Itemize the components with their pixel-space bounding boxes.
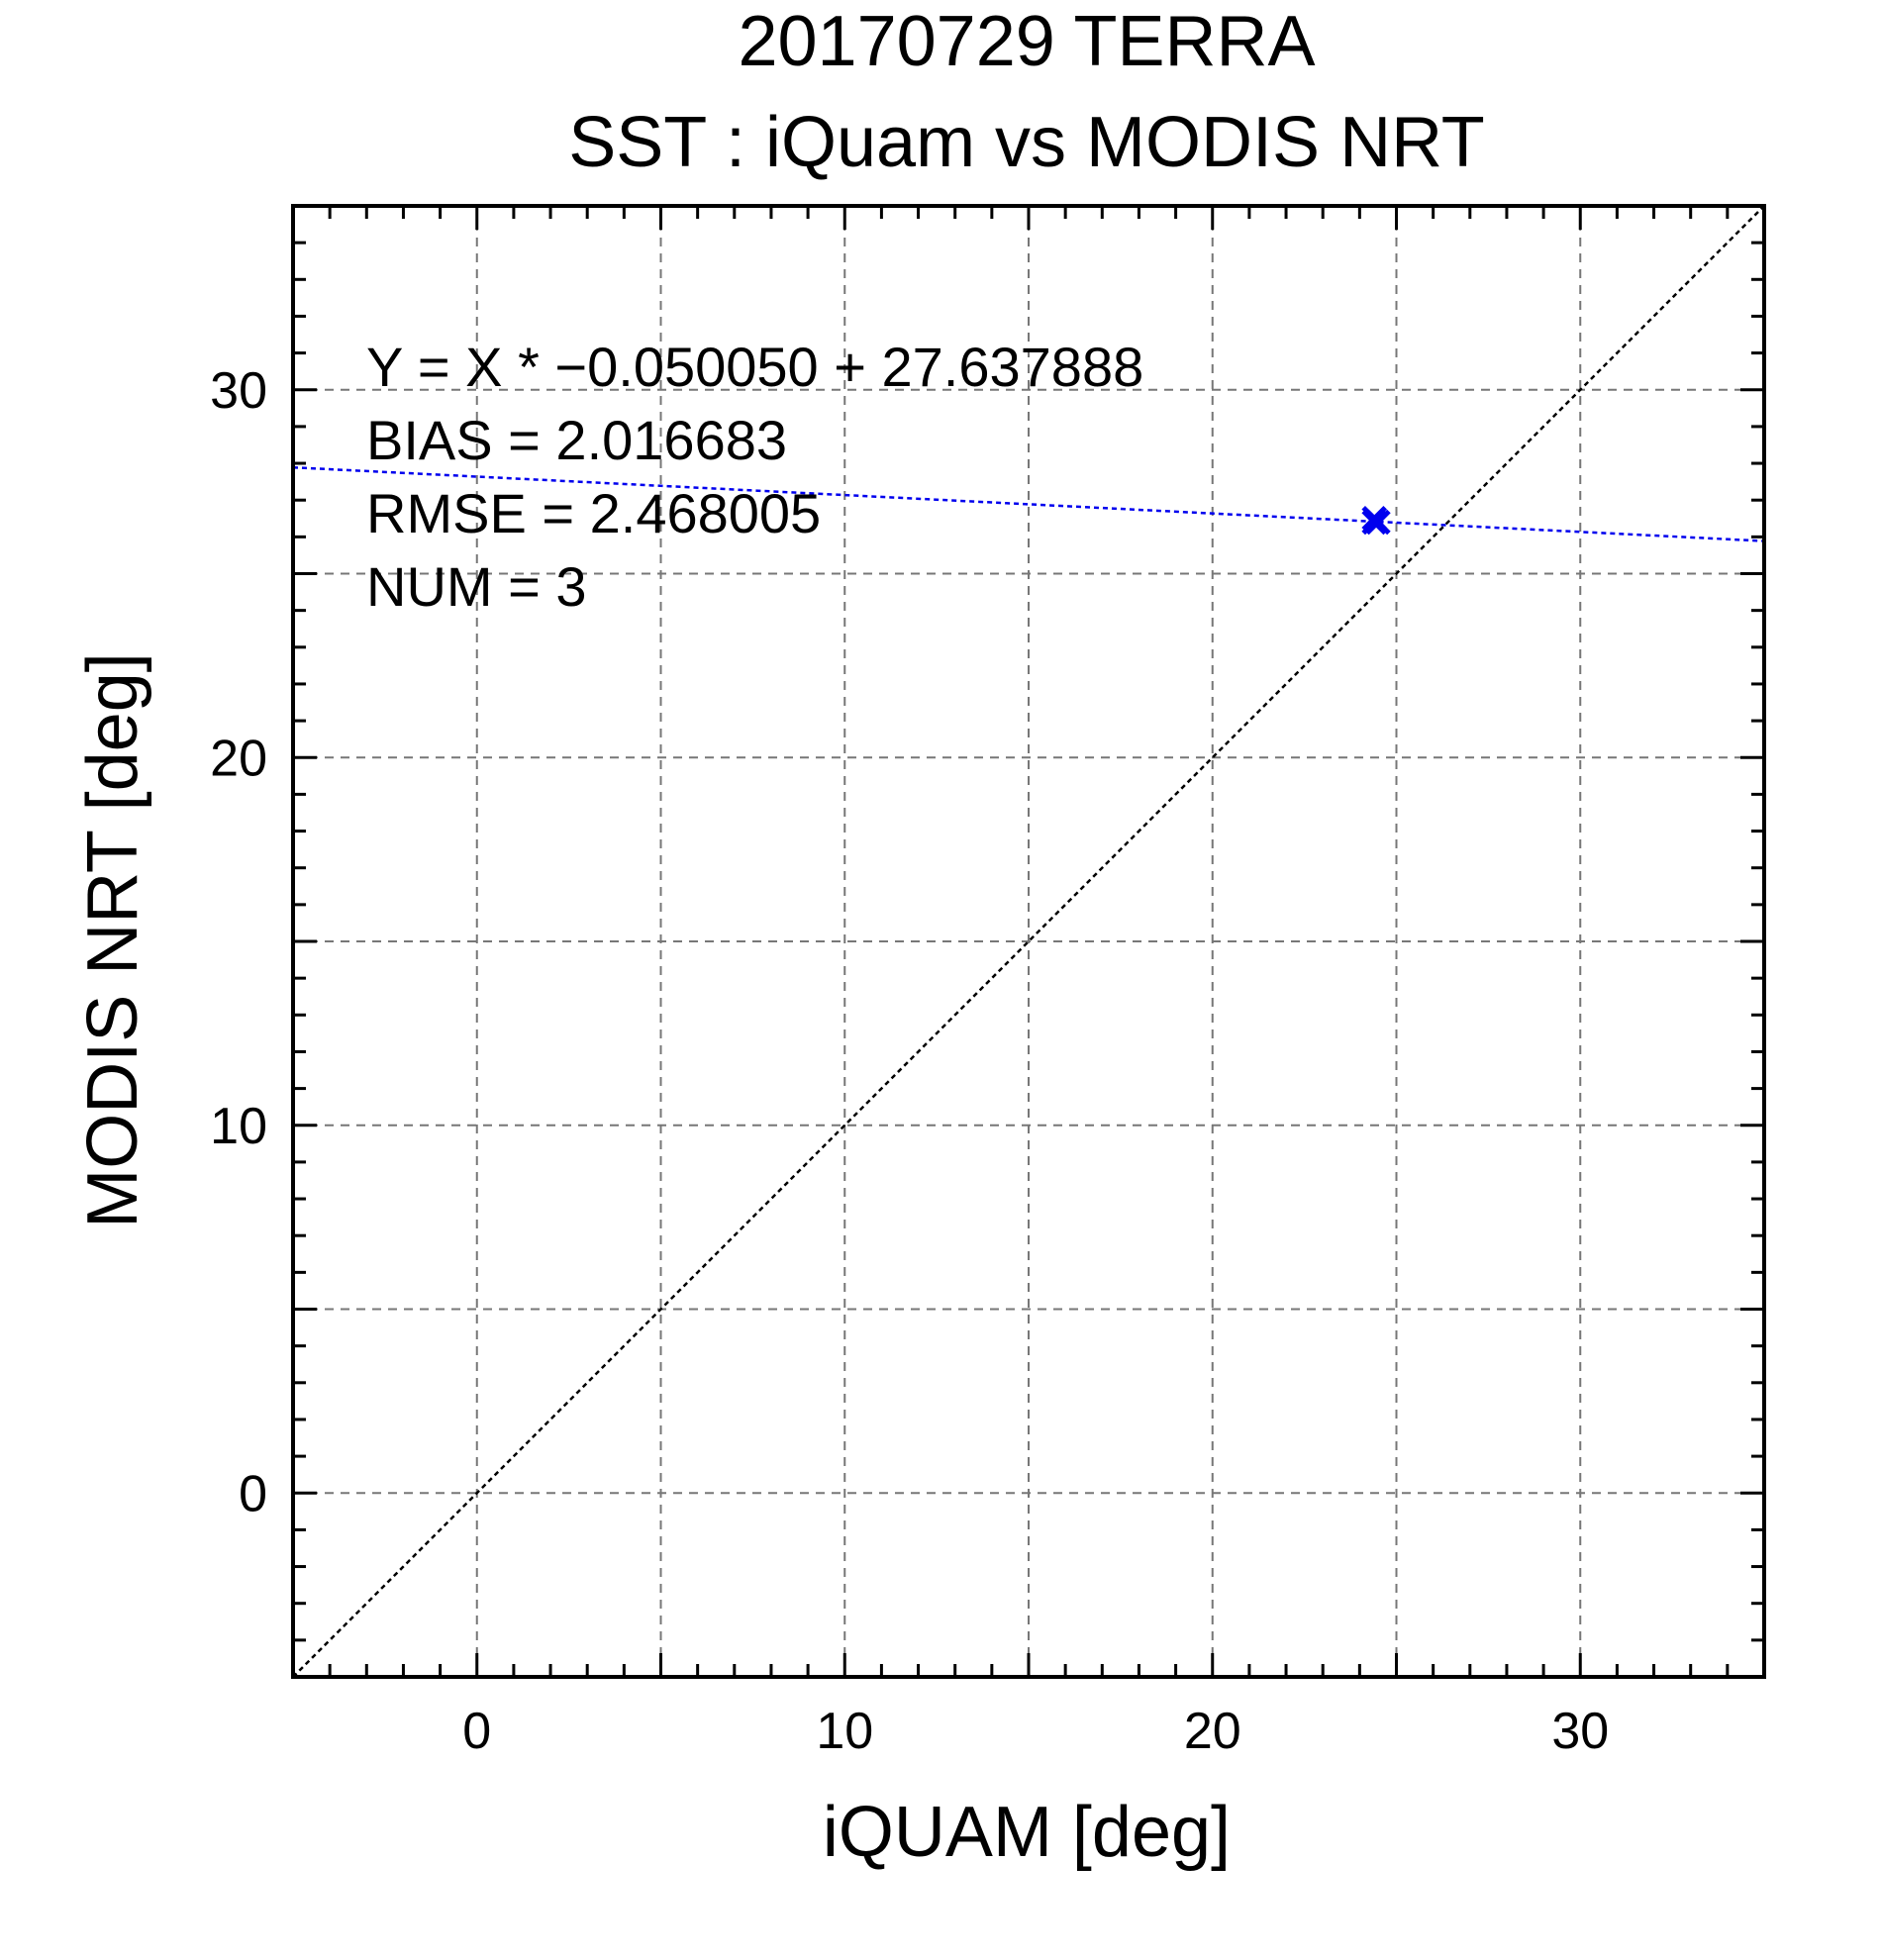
x-tick-label: 20 [1184,1703,1241,1760]
y-axis-label: MODIS NRT [deg] [73,652,152,1228]
tick-labels: 0 10 20 30 0 10 20 30 [210,362,1609,1760]
x-tick-label: 10 [816,1703,873,1760]
chart-title: 20170729 TERRA [738,2,1315,81]
plot-lines [292,205,1765,1678]
fit-equation-text: Y = X * −0.050050 + 27.637888 [366,336,1143,398]
stats-annotations: Y = X * −0.050050 + 27.637888 BIAS = 2.0… [366,336,1143,618]
chart-subtitle: SST : iQuam vs MODIS NRT [568,103,1485,182]
bias-text: BIAS = 2.016683 [366,409,787,471]
y-tick-label: 10 [210,1098,267,1155]
y-tick-label: 30 [210,362,267,420]
x-tick-label: 30 [1551,1703,1609,1760]
data-point-stroke [1361,506,1387,532]
x-axis-label: iQUAM [deg] [823,1793,1231,1872]
grid [293,206,1764,1677]
y-tick-label: 20 [210,730,267,787]
regression-fit-line [292,465,1765,542]
num-text: NUM = 3 [366,555,587,618]
plot-frame [291,204,1766,1679]
y-tick-label: 0 [239,1465,267,1522]
axis-ticks [293,206,1764,1677]
data-point [1361,509,1387,536]
rmse-text: RMSE = 2.468005 [366,482,821,544]
data-point [1361,506,1387,532]
data-point-stroke [1361,509,1387,536]
x-tick-label: 0 [462,1703,491,1760]
data-points [1361,506,1391,536]
